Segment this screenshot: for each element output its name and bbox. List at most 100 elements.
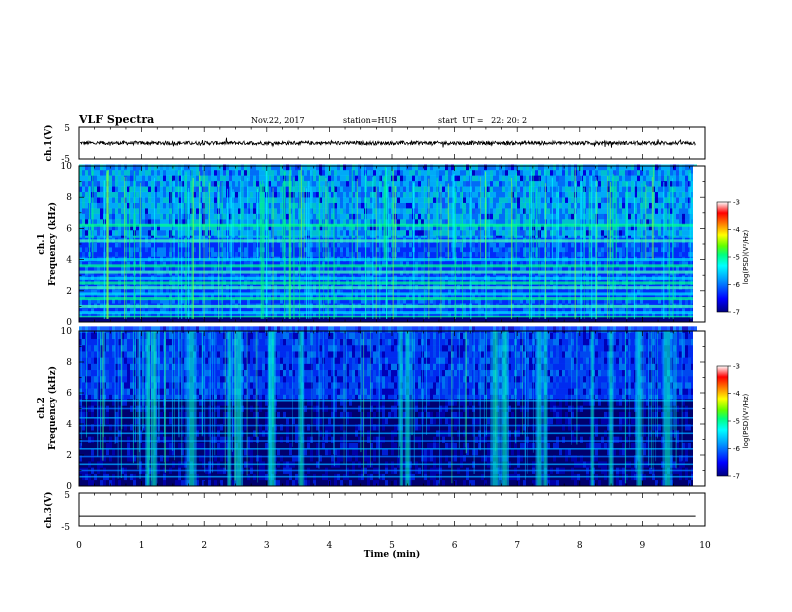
ch1-cell — [475, 197, 478, 203]
ch1-cell — [247, 202, 250, 209]
ch1-cell — [322, 164, 325, 171]
ch1-cell — [508, 180, 511, 187]
ch1-cell — [181, 202, 184, 209]
ch1-cell — [388, 312, 391, 318]
ch1-cell — [532, 169, 535, 176]
ch1-cell — [475, 169, 478, 176]
ch1-cell — [301, 164, 304, 171]
ch1-cell — [526, 202, 529, 209]
ch1-cell — [181, 293, 184, 299]
ch1-cell — [382, 208, 385, 214]
ch1-cell — [523, 265, 526, 271]
ch1-cell — [142, 186, 145, 193]
ch1-cell — [457, 164, 460, 171]
ch1-cell — [109, 261, 112, 267]
ch1-cell — [466, 289, 469, 295]
ch1-cell — [340, 175, 343, 182]
ch1-cell — [247, 186, 250, 193]
ch1-cell — [490, 298, 493, 304]
ch1-cell — [433, 265, 436, 271]
ch1-cell — [232, 261, 235, 267]
ch1-cell — [457, 213, 460, 220]
ch1-cell — [502, 208, 505, 214]
ch1-cell — [217, 180, 220, 187]
ch1-cell — [343, 265, 346, 271]
ch1-cell — [211, 175, 214, 182]
ch1-cell — [382, 202, 385, 209]
ch1-cell — [271, 164, 274, 171]
ch1-cell — [274, 169, 277, 176]
ch1-cell — [241, 265, 244, 271]
ch1-cell — [130, 293, 133, 299]
ch1-cell — [97, 224, 100, 231]
ch1-cell — [163, 312, 166, 318]
ch1-cell — [295, 208, 298, 214]
ch1-cell — [448, 197, 451, 203]
ch1-cell — [433, 242, 436, 248]
ch1-cell — [205, 312, 208, 318]
ch1-cell — [238, 224, 241, 231]
ch1-cell — [337, 265, 340, 271]
ch1-cell — [436, 293, 439, 299]
ch1-cell — [244, 293, 247, 299]
ch1-cell — [346, 298, 349, 304]
ch1-cell — [115, 247, 118, 253]
ch1-cell — [511, 261, 514, 267]
ch1-cell — [244, 265, 247, 271]
ch1-cell — [442, 208, 445, 214]
ch1-cell — [274, 175, 277, 182]
ch1-cell — [370, 229, 373, 236]
ch1-cell — [193, 164, 196, 171]
ch1-cell — [151, 191, 154, 198]
ch1-cell — [487, 202, 490, 209]
ch1-cell — [154, 224, 157, 231]
ch1-cell — [388, 213, 391, 220]
ch1-cell — [424, 219, 427, 225]
ch1-cell — [229, 289, 232, 295]
ch1-cell — [481, 298, 484, 304]
ch1-cell — [181, 251, 184, 257]
ch1-cell — [394, 298, 397, 304]
ch1-cell — [433, 307, 436, 313]
ch1-cell — [274, 229, 277, 236]
ch1-cell — [367, 191, 370, 198]
ch1-cell — [181, 229, 184, 236]
ch1-cell — [154, 261, 157, 267]
ch1-cell — [220, 247, 223, 253]
ch1-cell — [418, 169, 421, 176]
ch1-cell — [523, 169, 526, 176]
ch1-cell — [238, 208, 241, 214]
ch1-cell — [529, 298, 532, 304]
ch1-cell — [445, 289, 448, 295]
ch1-cell — [397, 242, 400, 248]
ch1-cell — [319, 213, 322, 220]
ch1-cell — [163, 219, 166, 225]
ch1-cell — [205, 229, 208, 236]
ch1-cell — [274, 307, 277, 313]
ch1-cell — [529, 224, 532, 231]
ch1-cell — [286, 298, 289, 304]
ch1-cell — [490, 247, 493, 253]
ch1-cell — [379, 293, 382, 299]
ch1-cell — [442, 289, 445, 295]
ch1-cell — [466, 251, 469, 257]
ch1-cell — [130, 208, 133, 214]
ch1-cell — [334, 307, 337, 313]
ch1-cell — [418, 164, 421, 171]
ch1-cell — [391, 261, 394, 267]
ch1-cell — [97, 213, 100, 220]
ch1-cell — [211, 180, 214, 187]
ch1-cell — [499, 261, 502, 267]
ch1-cell — [409, 219, 412, 225]
ch1-cell — [163, 180, 166, 187]
ch1-cell — [244, 208, 247, 214]
ch1-cell — [406, 191, 409, 198]
ch1-cell — [481, 164, 484, 171]
ch1-cell — [163, 224, 166, 231]
ch1-cell — [142, 312, 145, 318]
ch1-cell — [478, 251, 481, 257]
ch1-cell — [334, 186, 337, 193]
ch1-cell — [355, 265, 358, 271]
ch1-cell — [373, 208, 376, 214]
